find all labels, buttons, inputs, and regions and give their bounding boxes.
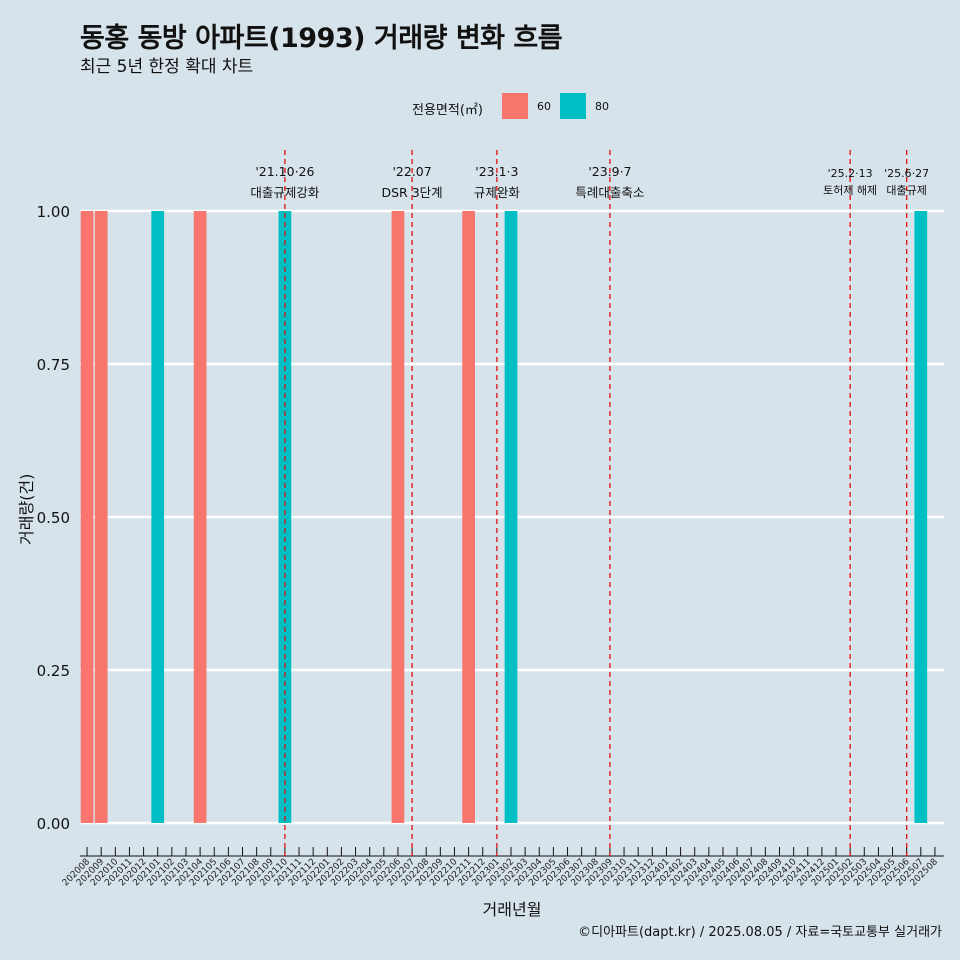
annotation-text: DSR 3단계	[381, 185, 442, 200]
bar-80-202507	[914, 211, 928, 823]
annotation-date: '23.1·3	[475, 164, 518, 179]
annotation-date: '25.6·27	[884, 167, 929, 180]
legend-title: 전용면적(㎡)	[412, 103, 483, 118]
bar-80-202101	[151, 211, 165, 823]
y-tick-label: 0.50	[37, 509, 70, 527]
annotation-text: 규제완화	[474, 185, 521, 200]
chart-title: 동홍 동방 아파트(1993) 거래량 변화 흐름	[80, 23, 563, 54]
annotation-date: '22.07	[392, 164, 431, 179]
y-tick-label: 0.75	[37, 356, 70, 374]
bar-60-202008	[80, 211, 94, 823]
legend-label-80: 80	[595, 100, 609, 113]
bar-60-202104	[193, 211, 207, 823]
caption: ©디아파트(dapt.kr) / 2025.08.05 / 자료=국토교통부 실…	[578, 925, 942, 940]
x-axis-label: 거래년월	[482, 900, 542, 919]
bar-60-202211	[462, 211, 475, 823]
annotation-text: 대출규제강화	[250, 185, 320, 200]
annotation-date: '21.10·26	[255, 164, 314, 179]
bar-80-202110	[278, 211, 292, 823]
y-tick-label: 1.00	[37, 203, 70, 221]
annotation-text: 토허제 해제	[823, 183, 877, 197]
bar-60-202009	[94, 211, 108, 823]
annotation-text: 대출규제	[886, 184, 926, 197]
annotation-date: '25.2·13	[828, 167, 873, 180]
legend: 전용면적(㎡) 60 80	[0, 92, 960, 122]
chart-subtitle: 최근 5년 한정 확대 차트	[80, 57, 254, 77]
legend-label-60: 60	[537, 100, 551, 113]
y-tick-label: 0.25	[37, 662, 70, 680]
annotation-date: '23.9·7	[588, 164, 631, 179]
y-axis-label: 거래량(건)	[17, 473, 36, 545]
bar-80-202302	[504, 211, 518, 823]
y-tick-label: 0.00	[37, 815, 70, 833]
legend-key-60	[502, 93, 528, 119]
legend-key-80	[560, 93, 586, 119]
annotation-text: 특례대출축소	[575, 185, 644, 200]
bar-60-202206	[391, 211, 405, 823]
